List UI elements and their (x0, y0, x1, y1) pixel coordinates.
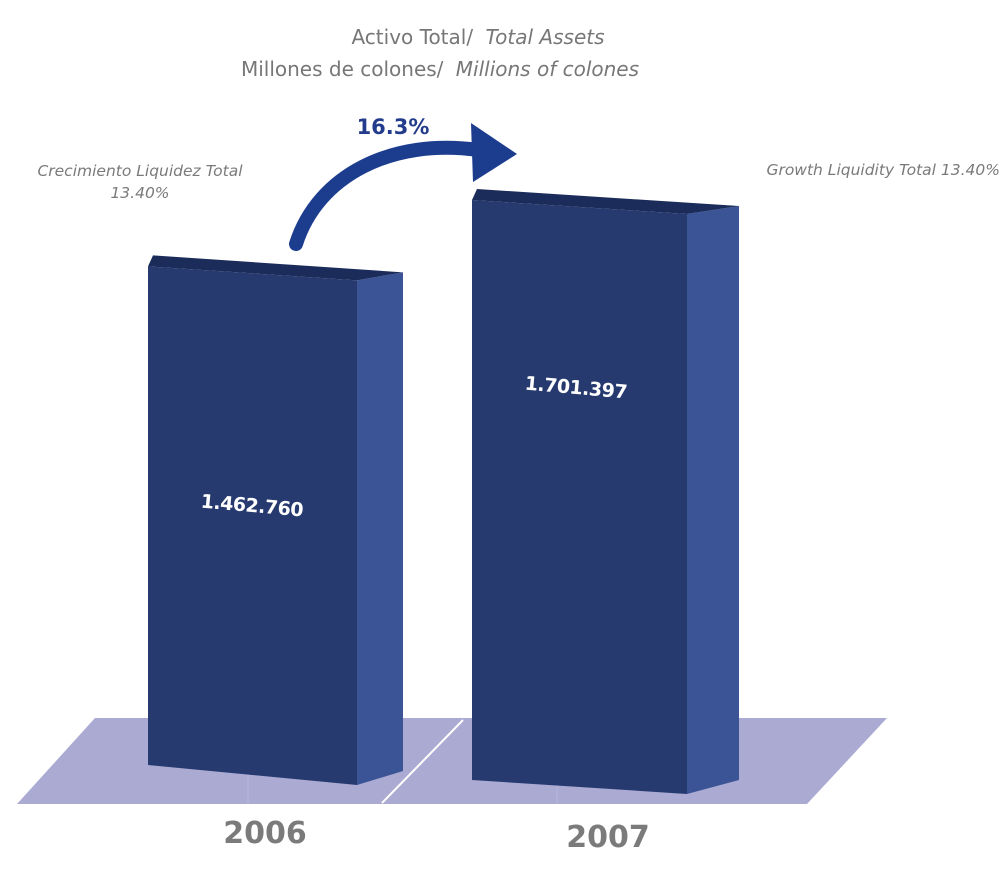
chart-title: Activo Total/ Total Assets (351, 25, 604, 49)
chart-floor (17, 718, 887, 804)
chart-subtitle: Millones de colones/ Millions of colones (241, 57, 639, 81)
annotation-right: Growth Liquidity Total 13.40% (766, 161, 1000, 179)
growth-arrow-shaft (289, 140, 485, 251)
growth-arrow (289, 123, 517, 251)
growth-label: 16.3% (357, 115, 430, 139)
growth-arrow-head (471, 123, 517, 182)
floor-divider (381, 719, 464, 804)
annotation-left-value: 13.40% (110, 184, 169, 202)
bar-side-2007 (687, 206, 739, 794)
bar-2007 (472, 189, 739, 794)
bar-front-2006 (148, 266, 357, 785)
bar-top-2006 (148, 255, 403, 281)
bar-front-2007 (472, 200, 687, 794)
bar-side-2006 (357, 272, 403, 785)
bar-2006 (148, 255, 403, 785)
bars-layer (148, 189, 739, 794)
annotation-left: Crecimiento Liquidez Total (37, 162, 243, 180)
x-tick-label-2007: 2007 (566, 820, 650, 855)
bar-top-2007 (472, 189, 739, 214)
x-tick-label-2006: 2006 (223, 816, 307, 851)
